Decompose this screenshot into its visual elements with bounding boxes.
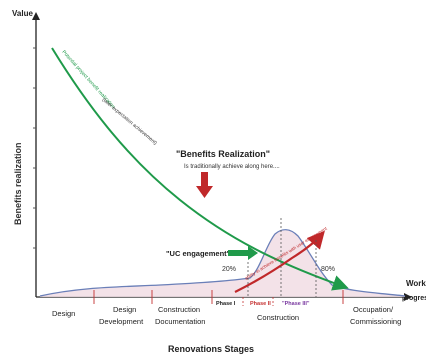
stage-construction-documentation-line1: Construction — [158, 305, 200, 314]
pct-80-label: 80% — [321, 266, 335, 273]
phase-3-label: "Phase III" — [282, 301, 310, 307]
x-axis-title-progress: progress — [402, 295, 426, 302]
stage-construction-documentation-line2: Documentation — [155, 317, 205, 326]
stage-dividers — [93, 290, 344, 304]
x-axis-arrow-icon — [404, 293, 412, 301]
stage-design-development-line2: Development — [99, 317, 144, 326]
stage-occupation-line1: Occupation/ — [353, 305, 394, 314]
stage-design-development-line1: Design — [113, 305, 136, 314]
y-axis-title: Benefits realization — [13, 142, 23, 225]
pct-20-label: 20% — [222, 266, 236, 273]
x-axis-title-work: Work — [406, 279, 426, 288]
renovations-stages-title: Renovations Stages — [168, 344, 254, 354]
phase-2-label: Phase II — [250, 301, 271, 307]
y-axis-arrow-icon — [32, 12, 40, 20]
value-axis-label: Value — [12, 9, 33, 18]
ability-curve — [234, 230, 325, 293]
benefits-realization-title: "Benefits Realization" — [176, 149, 270, 159]
uc-engagement-arrow-icon — [228, 246, 258, 260]
engagement-area — [40, 229, 405, 297]
benefits-curve — [51, 47, 349, 291]
uc-engagement-label: "UC engagement" — [166, 249, 231, 258]
stage-design: Design — [52, 309, 75, 318]
benefits-down-arrow-icon — [196, 172, 213, 198]
phase-dividers — [242, 297, 274, 306]
stage-occupation-line2: Commissioning — [350, 317, 401, 326]
y-axis-ticks — [33, 47, 36, 249]
benefits-realization-subtitle: Is traditionally achieve along here.... — [184, 164, 280, 170]
green-curve-label-2: (later expectation achievement) — [101, 97, 159, 147]
phase-1-label: Phase I — [216, 301, 236, 307]
stage-construction: Construction — [257, 313, 299, 322]
